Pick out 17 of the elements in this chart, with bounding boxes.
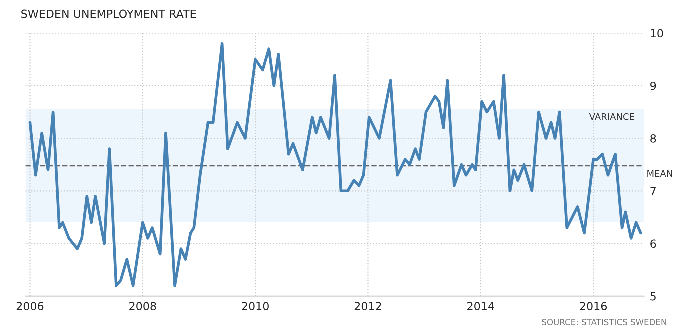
y-tick-label: 10 xyxy=(651,29,664,38)
y-tick-label: 6 xyxy=(650,240,656,248)
y-tick-label: 7 xyxy=(650,187,656,196)
y-tick-label: 8 xyxy=(650,134,656,143)
x-tick-label: 2014 xyxy=(468,302,494,311)
x-tick-label: 2008 xyxy=(130,302,156,311)
chart-title: SWEDEN UNEMPLOYMENT RATE xyxy=(22,10,196,18)
x-tick-label: 2012 xyxy=(354,302,382,311)
band-label: VARIANCE xyxy=(589,113,634,120)
x-tick-label: 2006 xyxy=(16,302,44,311)
y-tick-label: 5 xyxy=(650,292,656,301)
line-series xyxy=(28,42,642,288)
source-note: SOURCE: STATISTICS SWEDEN xyxy=(542,319,666,326)
x-tick-label: 2010 xyxy=(242,302,269,311)
ref-line-label: MEAN xyxy=(648,170,672,177)
x-tick-label: 2016 xyxy=(580,302,608,311)
y-tick-label: 9 xyxy=(650,82,656,90)
